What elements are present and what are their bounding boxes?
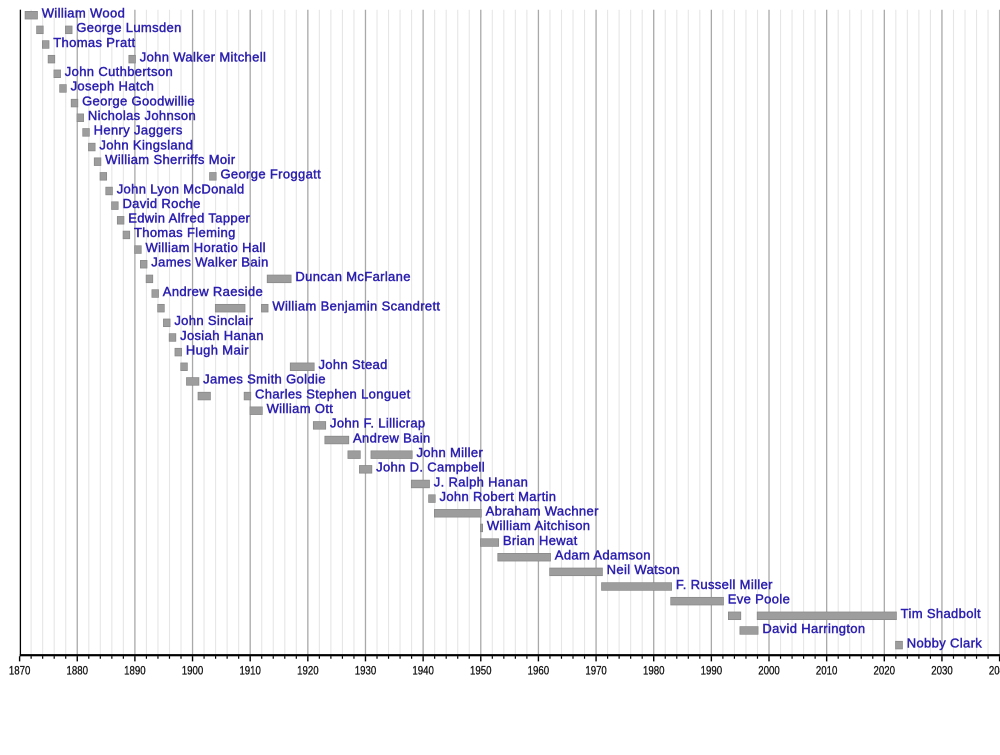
svg-text:Thomas Pratt: Thomas Pratt [53,35,135,50]
svg-text:Tim Shadbolt: Tim Shadbolt [901,606,981,621]
svg-text:1900: 1900 [182,664,204,678]
svg-text:John Lyon McDonald: John Lyon McDonald [117,181,245,196]
svg-text:Brian Hewat: Brian Hewat [503,533,578,548]
svg-text:John Robert Martin: John Robert Martin [440,489,557,504]
svg-text:1880: 1880 [67,664,89,678]
svg-text:William Horatio Hall: William Horatio Hall [146,240,266,255]
svg-text:2030: 2030 [931,664,953,678]
svg-text:David Roche: David Roche [122,196,200,211]
svg-text:John D. Campbell: John D. Campbell [376,460,485,475]
svg-text:1920: 1920 [297,664,319,678]
svg-text:1870: 1870 [9,664,31,678]
svg-text:Abraham Wachner: Abraham Wachner [486,504,599,519]
svg-text:1940: 1940 [412,664,434,678]
svg-text:George Lumsden: George Lumsden [76,20,181,35]
svg-text:Henry Jaggers: Henry Jaggers [94,123,183,138]
svg-text:Adam Adamson: Adam Adamson [555,548,651,563]
svg-text:1990: 1990 [701,664,723,678]
svg-text:1970: 1970 [585,664,607,678]
svg-text:2040: 2040 [989,664,1000,678]
svg-text:John Miller: John Miller [416,445,483,460]
svg-text:John Cuthbertson: John Cuthbertson [65,64,173,79]
svg-text:Josiah Hanan: Josiah Hanan [180,328,264,343]
svg-text:William Benjamin Scandrett: William Benjamin Scandrett [272,298,440,313]
svg-text:John Walker Mitchell: John Walker Mitchell [140,49,266,64]
svg-text:J. Ralph Hanan: J. Ralph Hanan [434,474,529,489]
svg-text:1960: 1960 [528,664,550,678]
svg-text:John Sinclair: John Sinclair [174,313,253,328]
svg-text:Duncan McFarlane: Duncan McFarlane [295,269,410,284]
svg-text:Thomas Fleming: Thomas Fleming [134,225,236,240]
svg-text:John F. Lillicrap: John F. Lillicrap [330,416,426,431]
svg-text:James Walker Bain: James Walker Bain [151,255,268,270]
svg-text:John Kingsland: John Kingsland [99,137,193,152]
svg-text:1890: 1890 [124,664,146,678]
svg-text:Joseph Hatch: Joseph Hatch [71,79,155,94]
svg-text:1910: 1910 [239,664,261,678]
svg-text:Edwin Alfred Tapper: Edwin Alfred Tapper [128,211,250,226]
svg-text:2000: 2000 [758,664,780,678]
svg-text:Nicholas Johnson: Nicholas Johnson [88,108,196,123]
svg-text:William Ott: William Ott [267,401,334,416]
svg-text:James Smith Goldie: James Smith Goldie [203,372,326,387]
svg-text:1950: 1950 [470,664,492,678]
svg-text:Nobby Clark: Nobby Clark [907,635,983,650]
svg-text:William Aitchison: William Aitchison [487,518,590,533]
svg-text:Andrew Raeside: Andrew Raeside [163,284,263,299]
svg-text:2010: 2010 [816,664,838,678]
svg-text:2020: 2020 [874,664,896,678]
svg-text:1980: 1980 [643,664,665,678]
svg-text:1930: 1930 [355,664,377,678]
svg-text:Eve Poole: Eve Poole [728,591,790,606]
svg-text:Neil Watson: Neil Watson [607,562,680,577]
svg-text:David Harrington: David Harrington [762,621,865,636]
svg-text:John Stead: John Stead [318,357,387,372]
svg-text:William Sherriffs Moir: William Sherriffs Moir [105,152,236,167]
svg-text:George Goodwillie: George Goodwillie [82,93,195,108]
svg-text:Hugh Mair: Hugh Mair [186,342,249,357]
svg-text:F. Russell Miller: F. Russell Miller [676,577,773,592]
svg-text:Charles Stephen Longuet: Charles Stephen Longuet [255,386,411,401]
svg-text:Andrew Bain: Andrew Bain [353,430,431,445]
svg-text:George Froggatt: George Froggatt [220,167,321,182]
svg-text:William Wood: William Wood [42,6,125,21]
